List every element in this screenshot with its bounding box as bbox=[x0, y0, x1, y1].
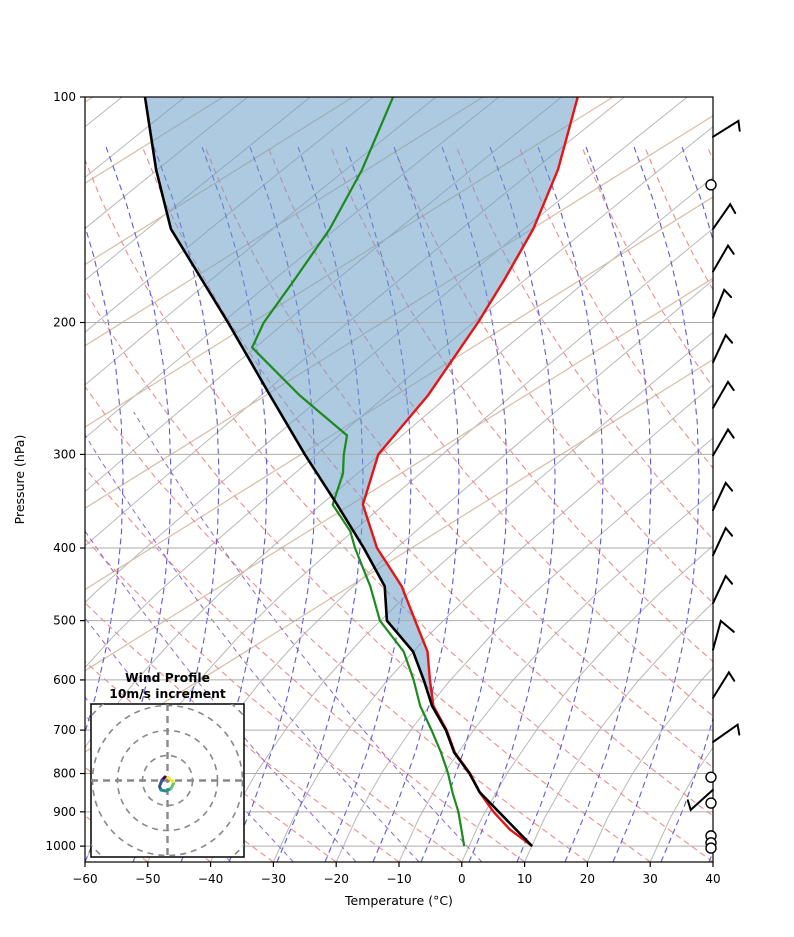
y-tick-label: 800 bbox=[53, 767, 76, 781]
dry-adiabat-line bbox=[85, 277, 713, 672]
dry-adiabat-line bbox=[85, 115, 713, 509]
hodograph-subtitle: 10m/s increment bbox=[109, 687, 226, 701]
wind-barb-icon bbox=[712, 202, 737, 230]
wind-barb-icon bbox=[686, 788, 714, 812]
moist-adiabat-line bbox=[455, 146, 713, 540]
mixing-ratio-line bbox=[85, 146, 172, 862]
hodograph-trace-segment bbox=[166, 776, 175, 783]
x-tick-label: −60 bbox=[72, 872, 97, 886]
hodograph-trace-segment bbox=[159, 787, 173, 793]
isotherm-line bbox=[272, 384, 713, 862]
moist-adiabat-line bbox=[393, 146, 713, 604]
purple-reference-line bbox=[85, 433, 420, 862]
isotherm-line bbox=[85, 126, 713, 669]
hodograph-title: Wind Profile bbox=[125, 671, 210, 685]
x-tick-label: 40 bbox=[705, 872, 720, 886]
y-tick-label: 100 bbox=[53, 90, 76, 104]
y-tick-label: 500 bbox=[53, 614, 76, 628]
y-tick-label: 300 bbox=[53, 447, 76, 461]
wind-barb-icon bbox=[712, 722, 741, 743]
wind-barb-icon bbox=[712, 287, 733, 319]
x-tick-label: −40 bbox=[198, 872, 223, 886]
wind-barb-icon bbox=[712, 333, 734, 364]
wind-barb-icon bbox=[712, 481, 734, 512]
isotherm-line bbox=[85, 97, 311, 281]
y-tick-label: 600 bbox=[53, 673, 76, 687]
moist-adiabat-line bbox=[85, 385, 588, 862]
profile-curves bbox=[143, 97, 579, 848]
wind-barb-icon bbox=[712, 574, 734, 605]
isotherm-line bbox=[398, 490, 713, 862]
x-tick-label: 10 bbox=[517, 872, 532, 886]
hodograph-trace-segment bbox=[158, 778, 164, 792]
y-tick-label: 900 bbox=[53, 805, 76, 819]
x-tick-label: 0 bbox=[458, 872, 466, 886]
wind-barb-icon bbox=[712, 119, 741, 138]
dry-adiabat-line bbox=[85, 97, 354, 266]
mixing-ratio-line bbox=[468, 146, 556, 862]
mixing-ratio-line bbox=[564, 146, 652, 862]
x-tick-label: 20 bbox=[580, 872, 595, 886]
purple-reference-line bbox=[133, 411, 483, 862]
wind-barb-icon bbox=[712, 526, 734, 557]
y-axis-title: Pressure (hPa) bbox=[12, 435, 27, 525]
calm-wind-icon bbox=[705, 797, 717, 809]
calm-wind-icon bbox=[705, 771, 717, 783]
calm-wind-icon bbox=[705, 179, 717, 191]
isotherm-line bbox=[461, 545, 713, 862]
wind-barb-icon bbox=[712, 427, 735, 457]
mixing-ratio-line bbox=[612, 146, 700, 862]
moist-adiabat-line bbox=[267, 146, 713, 717]
wind-barb-icon bbox=[712, 243, 735, 273]
wind-barb-icon bbox=[712, 380, 735, 409]
mixing-ratio-line bbox=[516, 146, 604, 862]
purple-reference-line bbox=[85, 530, 357, 862]
x-tick-label: −30 bbox=[261, 872, 286, 886]
x-tick-label: −50 bbox=[135, 872, 160, 886]
wind-barb-icon bbox=[712, 619, 735, 651]
isotherm-line bbox=[586, 666, 713, 862]
y-tick-label: 700 bbox=[53, 723, 76, 737]
hodograph-rings bbox=[91, 704, 244, 857]
isotherm-line bbox=[335, 437, 713, 862]
x-tick-label: −10 bbox=[386, 872, 411, 886]
hodograph-inset: Wind Profile 10m/s increment bbox=[90, 671, 245, 858]
moist-adiabat-line bbox=[330, 146, 713, 663]
x-axis-title: Temperature (°C) bbox=[344, 893, 453, 908]
mixing-ratio-line bbox=[85, 224, 124, 735]
isotherm-line bbox=[85, 97, 248, 230]
y-tick-label: 200 bbox=[53, 316, 76, 330]
isotherm-line bbox=[210, 331, 713, 862]
calm-wind-icon bbox=[705, 842, 717, 854]
y-tick-label: 400 bbox=[53, 541, 76, 555]
moist-adiabat-line bbox=[85, 467, 525, 862]
moist-adiabat-line bbox=[85, 288, 651, 862]
dewpoint-curve bbox=[251, 97, 466, 847]
isotherm-line bbox=[524, 601, 713, 862]
moist-adiabat-line bbox=[85, 158, 713, 862]
x-tick-label: 30 bbox=[643, 872, 658, 886]
dry-adiabat-line bbox=[85, 196, 713, 591]
cape-shading bbox=[145, 97, 578, 706]
parcel-curve bbox=[143, 97, 534, 848]
wind-barbs bbox=[686, 119, 741, 854]
y-tick-label: 1000 bbox=[45, 839, 76, 853]
mixing-ratio-line bbox=[132, 146, 220, 862]
moist-adiabat-line bbox=[204, 146, 713, 769]
moist-adiabat-line bbox=[141, 146, 713, 817]
wind-barb-icon bbox=[712, 670, 736, 699]
x-tick-label: −20 bbox=[324, 872, 349, 886]
